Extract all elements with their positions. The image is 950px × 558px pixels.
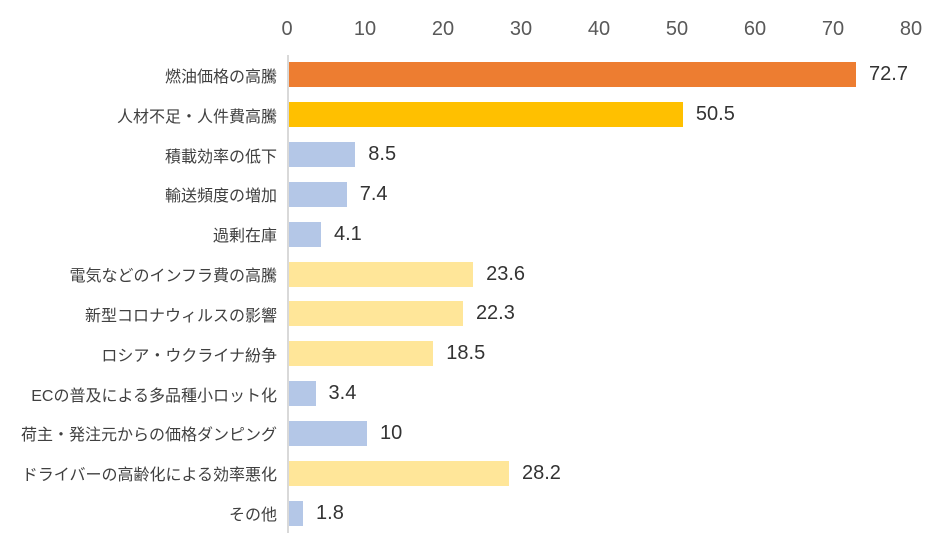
bar xyxy=(289,181,347,207)
value-label: 18.5 xyxy=(446,342,486,365)
value-label: 23.6 xyxy=(486,262,526,285)
bar xyxy=(289,460,509,486)
bar xyxy=(289,341,434,367)
bar-row: ロシア・ウクライナ紛争 18.5 xyxy=(0,334,950,374)
bar-track: 23.6 xyxy=(287,254,950,294)
bar-track: 72.7 xyxy=(287,55,950,95)
bar-row: 新型コロナウィルスの影響 22.3 xyxy=(0,294,950,334)
x-axis-tick: 60 xyxy=(743,18,767,40)
x-axis-tick: 80 xyxy=(899,18,923,40)
bar xyxy=(289,420,367,446)
bar-track: 22.3 xyxy=(287,294,950,334)
bar-track: 50.5 xyxy=(287,95,950,135)
value-label: 28.2 xyxy=(521,461,561,484)
bar xyxy=(289,261,474,287)
x-axis-tick: 30 xyxy=(509,18,533,40)
category-label: 荷主・発注元からの価格ダンピング xyxy=(20,427,277,445)
bar-row: 積載効率の低下 8.5 xyxy=(0,135,950,175)
x-axis-tick: 50 xyxy=(665,18,689,40)
y-axis-line xyxy=(287,55,289,533)
category-label: ロシア・ウクライナ紛争 xyxy=(101,347,277,365)
x-axis-tick: 10 xyxy=(353,18,377,40)
bar xyxy=(289,102,683,128)
bar xyxy=(289,381,316,407)
bar-track: 8.5 xyxy=(287,135,950,175)
category-label: 積載効率の低下 xyxy=(164,148,277,166)
value-label: 1.8 xyxy=(316,501,344,524)
bar-track: 1.8 xyxy=(287,493,950,533)
bar-row: 燃油価格の高騰 72.7 xyxy=(0,55,950,95)
value-label: 50.5 xyxy=(695,103,735,126)
bar-row: 荷主・発注元からの価格ダンピング 10 xyxy=(0,413,950,453)
category-label: ECの普及による多品種小ロット化 xyxy=(31,387,277,405)
bar-track: 18.5 xyxy=(287,334,950,374)
category-label: 電気などのインフラ費の高騰 xyxy=(69,268,277,286)
bar-row: 過剰在庫 4.1 xyxy=(0,214,950,254)
x-axis-tick: 40 xyxy=(587,18,611,40)
value-label: 72.7 xyxy=(869,63,908,86)
bar-row: その他 1.8 xyxy=(0,493,950,533)
category-label: ドライバーの高齢化による効率悪化 xyxy=(21,467,277,485)
bar-row: 人材不足・人件費高騰 50.5 xyxy=(0,95,950,135)
bar-row: ECの普及による多品種小ロット化 3.4 xyxy=(0,374,950,414)
value-label: 10 xyxy=(380,421,403,444)
category-label: 過剰在庫 xyxy=(212,228,277,246)
bar-track: 7.4 xyxy=(287,174,950,214)
bar xyxy=(289,62,857,88)
value-label: 8.5 xyxy=(368,143,397,166)
x-axis-tick: 70 xyxy=(821,18,845,40)
value-label: 7.4 xyxy=(359,182,388,205)
bar-track: 3.4 xyxy=(287,374,950,414)
bar-track: 10 xyxy=(287,413,950,453)
bar xyxy=(289,142,356,168)
bar-track: 28.2 xyxy=(287,453,950,493)
value-label: 22.3 xyxy=(475,302,515,325)
bar xyxy=(289,221,321,247)
category-label: 輸送頻度の増加 xyxy=(164,188,277,206)
bar-row: 輸送頻度の増加 7.4 xyxy=(0,174,950,214)
category-label: その他 xyxy=(228,507,277,525)
bar-row: 電気などのインフラ費の高騰 23.6 xyxy=(0,254,950,294)
bar-row: ドライバーの高齢化による効率悪化 28.2 xyxy=(0,453,950,493)
category-label: 新型コロナウィルスの影響 xyxy=(84,307,277,325)
x-axis-tick: 20 xyxy=(431,18,455,40)
bar-rows: 燃油価格の高騰 72.7 人材不足・人件費高騰 50.5 積載効率の低下 8.5 輸送頻度の… xyxy=(0,55,950,533)
value-label: 4.1 xyxy=(333,222,362,245)
bar xyxy=(289,500,304,526)
value-label: 3.4 xyxy=(328,382,357,405)
bar xyxy=(289,301,463,327)
bar-track: 4.1 xyxy=(287,214,950,254)
x-axis: 0 10 20 30 40 50 60 70 80 xyxy=(0,18,950,46)
category-label: 燃油価格の高騰 xyxy=(164,68,277,86)
x-axis-tick: 0 xyxy=(281,18,293,40)
category-label: 人材不足・人件費高騰 xyxy=(116,108,277,126)
